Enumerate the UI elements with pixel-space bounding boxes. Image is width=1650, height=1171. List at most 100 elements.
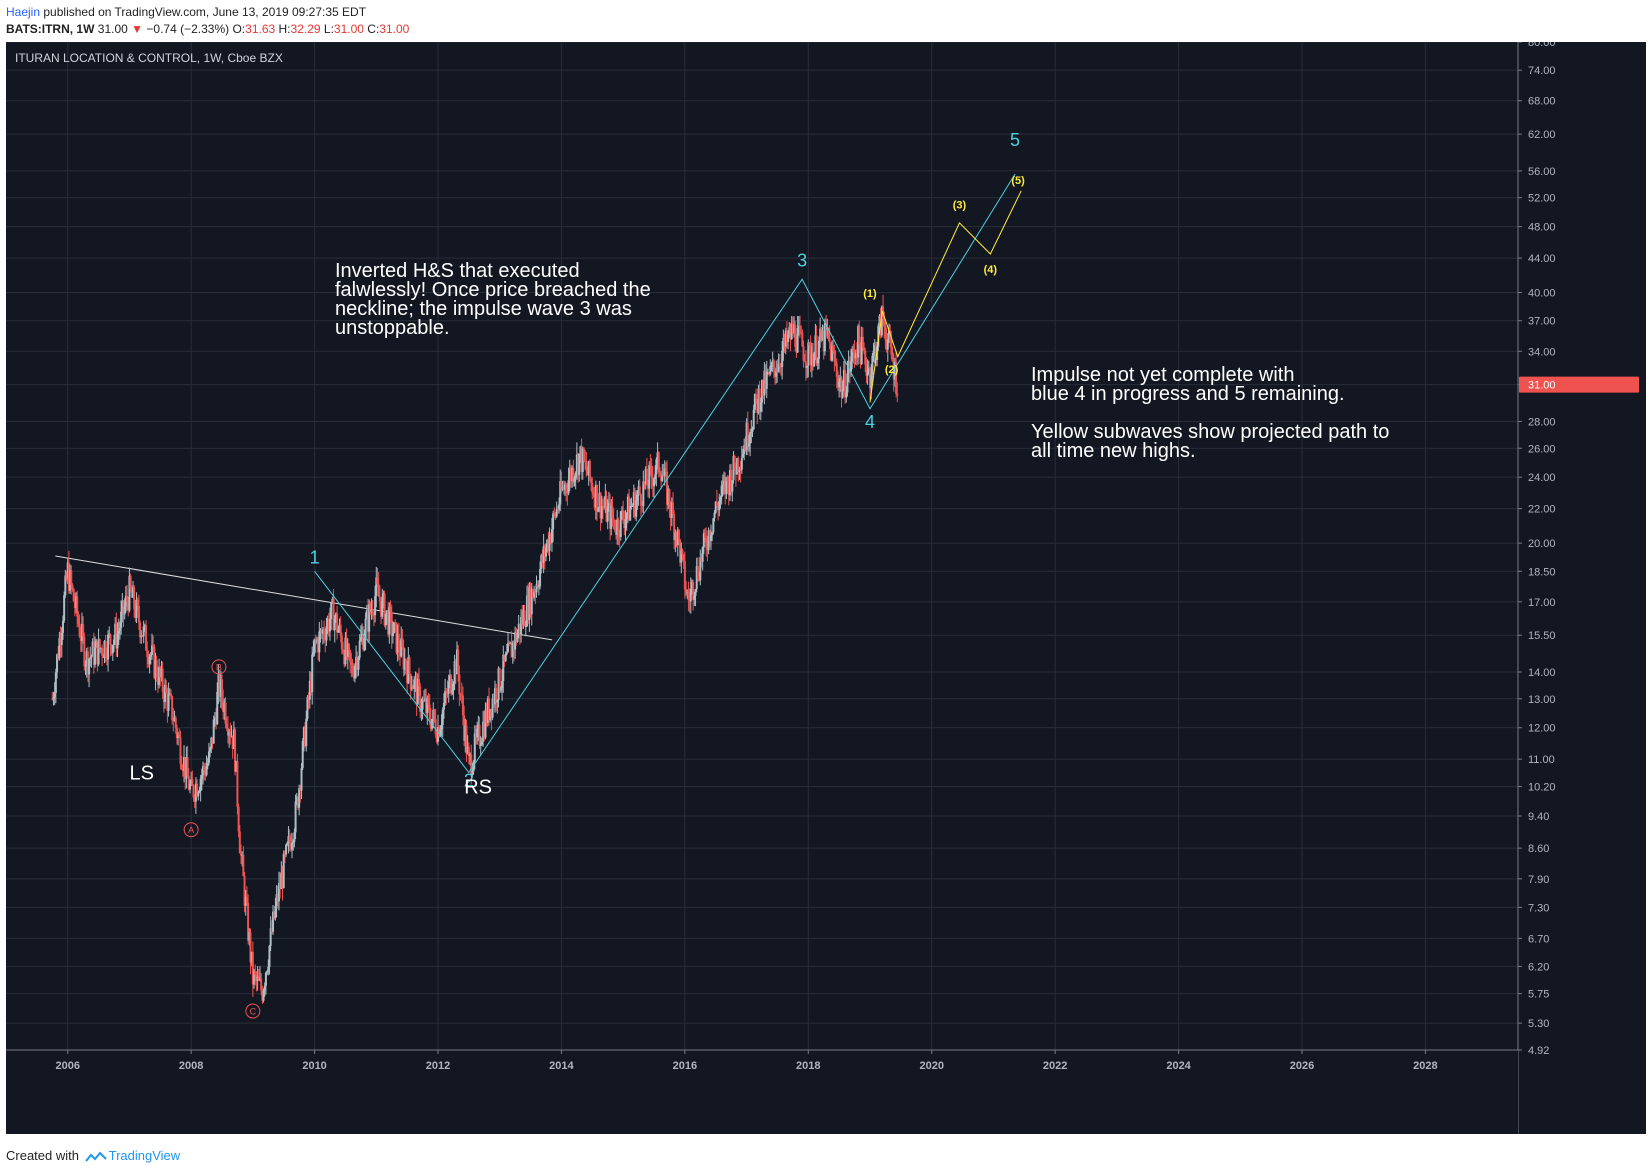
candle-body <box>122 601 125 615</box>
candle-body <box>520 616 523 634</box>
candle-body <box>809 345 812 366</box>
candle-body <box>190 779 193 785</box>
candle-body <box>647 485 650 489</box>
plot-area[interactable] <box>6 42 1518 1050</box>
candle-body <box>768 371 771 375</box>
candle-body <box>598 492 601 509</box>
candle-body <box>235 760 238 772</box>
candle-body <box>788 327 791 335</box>
candle-body <box>283 853 286 855</box>
candle-body <box>164 684 167 702</box>
candle-body <box>476 728 479 738</box>
candle-body <box>781 350 784 367</box>
candle-body <box>308 680 311 700</box>
candle-body <box>361 633 364 638</box>
candle-body <box>765 372 768 389</box>
candle-body <box>313 638 316 652</box>
candle-body <box>702 533 705 548</box>
candle-body <box>669 508 672 518</box>
candle-body <box>599 492 602 519</box>
candle-body <box>302 727 305 741</box>
candle-body <box>314 638 317 643</box>
candle-body <box>104 641 107 658</box>
candle-body <box>226 728 229 736</box>
candle-body <box>713 512 716 519</box>
candle-body <box>840 378 843 398</box>
price-axis-label: 37.00 <box>1528 316 1556 328</box>
price-axis[interactable]: 80.00 74.00 68.00 62.00 56.00 52.00 48.00 44.00… <box>1517 42 1646 1134</box>
candle-body <box>202 765 205 776</box>
candle-body <box>644 468 647 485</box>
candle-body <box>183 757 186 772</box>
candle-body <box>835 363 838 377</box>
candle-body <box>71 584 74 589</box>
candle-body <box>437 726 439 742</box>
price-axis-label: 6.20 <box>1528 961 1549 973</box>
candle-body <box>630 506 633 508</box>
candle-body <box>365 610 368 619</box>
candle-body <box>615 530 618 535</box>
price-axis-label: 24.00 <box>1528 472 1556 484</box>
candle-body <box>136 599 139 606</box>
candle-body <box>210 737 213 749</box>
candle-body <box>508 642 511 644</box>
close-value: 31.00 <box>379 22 410 36</box>
wave-labels: 1 2 3 4 5 (1) (2) (3) (4) (5) A B C LS RS <box>130 130 1025 1019</box>
candle-body <box>380 601 383 617</box>
price-chart[interactable]: 1 2 3 4 5 (1) (2) (3) (4) (5) A B C LS RS 80.00 74.00 68… <box>6 42 1646 1134</box>
candle-body <box>490 709 493 718</box>
candle-body <box>737 458 740 473</box>
candle-body <box>803 360 806 362</box>
candle-body <box>715 501 718 506</box>
candle-body <box>523 610 526 627</box>
candle-body <box>304 727 307 747</box>
candle-body <box>216 691 219 725</box>
time-axis[interactable]: 2006 2008 2010 2012 2014 2016 2018 2020 2022 2024… <box>6 1049 1518 1134</box>
candle-body <box>777 363 780 372</box>
candle-body <box>723 481 726 485</box>
candle-body <box>458 674 461 695</box>
price-axis-label: 26.00 <box>1528 443 1556 455</box>
author-link[interactable]: Haejin <box>6 5 41 19</box>
candle-body <box>685 589 688 594</box>
candle-body <box>88 659 91 675</box>
candle-body <box>769 366 772 375</box>
candle-body <box>150 645 153 655</box>
candle-body <box>325 628 328 641</box>
candle-body <box>92 641 95 665</box>
candle-body <box>85 651 88 666</box>
candle-body <box>801 332 804 347</box>
tradingview-link[interactable]: TradingView <box>108 1148 181 1163</box>
wave-label-red-circle <box>211 659 227 675</box>
candle-body <box>580 446 583 472</box>
candle-body <box>215 717 218 725</box>
candle-body <box>245 897 248 903</box>
candle-body <box>622 510 625 521</box>
candle-body <box>126 595 129 602</box>
price-axis-label: 4.92 <box>1528 1045 1549 1057</box>
candle-body <box>689 588 692 602</box>
candle-body <box>418 679 421 687</box>
candle-body <box>677 529 680 540</box>
candle-body <box>730 470 733 492</box>
candle-body <box>893 362 896 380</box>
candle-body <box>58 637 61 659</box>
candle-body <box>631 505 634 507</box>
candle-body <box>708 530 711 542</box>
candle-body <box>871 355 874 375</box>
candle-body <box>292 841 295 843</box>
candle-body <box>180 763 183 769</box>
candle-body <box>772 360 775 369</box>
annotation-line: Impulse not yet complete with <box>1031 364 1294 386</box>
candle-body <box>581 448 584 472</box>
candle-body <box>272 911 275 932</box>
candle-body <box>78 623 81 637</box>
candle-body <box>658 472 661 474</box>
candle-body <box>724 481 727 494</box>
right-shoulder-label: RS <box>464 777 492 799</box>
candle-body <box>717 505 720 511</box>
candle-body <box>770 365 773 367</box>
candle-body <box>686 592 689 594</box>
price-axis-label: 40.00 <box>1528 288 1556 300</box>
candle-body <box>610 505 613 529</box>
